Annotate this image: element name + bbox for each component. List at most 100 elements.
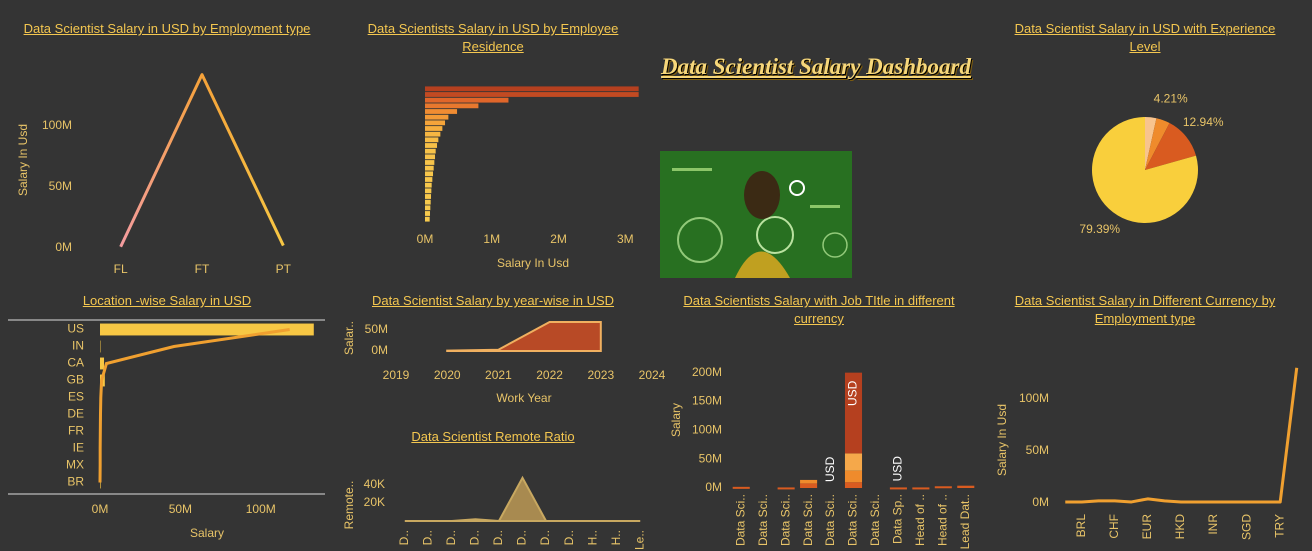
annotation: USD	[891, 456, 905, 482]
bar	[425, 177, 433, 182]
data-label: 79.39%	[1079, 222, 1120, 236]
x-tick-label: FT	[195, 262, 210, 276]
chart-title: Data Scientist Salary in USD with Experi…	[1014, 21, 1276, 54]
x-tick-label: Le..	[632, 530, 646, 550]
x-tick-label: D..	[562, 530, 576, 545]
y-axis-label: Salar..	[342, 321, 356, 355]
y-tick-label: 200M	[692, 365, 722, 379]
x-tick-label: Data Sci..	[778, 494, 792, 546]
y-tick-label: CA	[67, 356, 84, 370]
x-axis-label: Salary In Usd	[497, 256, 569, 270]
bar	[425, 194, 432, 199]
dashboard-title: Data Scientist Salary Dashboard	[661, 54, 971, 79]
x-tick-label: Lead Dat..	[958, 494, 972, 549]
y-axis-label: Remote..	[342, 481, 356, 530]
x-tick-label: 2M	[550, 232, 567, 246]
bar	[425, 182, 432, 188]
line	[98, 328, 290, 483]
bar-segment	[957, 485, 975, 488]
x-tick-label: PT	[276, 262, 292, 276]
bar	[425, 120, 446, 126]
y-tick-label: 20K	[364, 495, 385, 509]
x-tick-label: Data Sci..	[823, 494, 837, 546]
bar	[425, 114, 449, 120]
y-tick-label: 50M	[365, 322, 388, 336]
hero-image	[660, 151, 852, 278]
x-tick-label: 50M	[169, 502, 192, 516]
x-tick-label: 1M	[483, 232, 500, 246]
y-tick-label: 100M	[692, 422, 722, 436]
bar	[425, 143, 438, 148]
bar-segment	[732, 486, 750, 489]
y-tick-label: FR	[68, 424, 84, 438]
x-tick-label: Data Sci..	[756, 494, 770, 546]
bar	[425, 126, 443, 131]
x-tick-label: BRL	[1074, 514, 1088, 538]
x-axis-label: Salary	[190, 526, 224, 540]
bar	[425, 160, 435, 165]
x-tick-label: FL	[114, 262, 128, 276]
x-tick-label: Head of ..	[935, 494, 949, 546]
bar-segment	[912, 487, 930, 490]
pie-slice	[1145, 123, 1196, 170]
x-tick-label: Head of ..	[913, 494, 927, 546]
bar	[425, 137, 439, 143]
y-tick-label: US	[67, 322, 84, 336]
pie-slice	[1145, 117, 1157, 170]
x-tick-label: 2021	[485, 368, 512, 382]
x-tick-label: HKD	[1173, 514, 1187, 540]
chart-title: Location -wise Salary in USD	[82, 293, 252, 308]
bar	[425, 165, 434, 171]
y-tick-label: 40K	[364, 477, 385, 491]
x-tick-label: H..	[609, 530, 623, 545]
x-tick-label: D..	[468, 530, 482, 545]
x-tick-label: Data Sci..	[868, 494, 882, 546]
x-tick-label: D..	[444, 530, 458, 545]
y-tick-label: IN	[72, 339, 84, 353]
bar	[425, 92, 639, 97]
x-tick-label: 2022	[536, 368, 563, 382]
y-tick-label: MX	[66, 458, 84, 472]
x-tick-label: D..	[515, 530, 529, 545]
area	[404, 475, 641, 523]
x-tick-label: 0M	[417, 232, 434, 246]
x-tick-label: INR	[1206, 514, 1220, 535]
bar	[425, 86, 639, 92]
bar	[425, 109, 458, 114]
x-tick-label: 2024	[639, 368, 666, 382]
bar	[100, 323, 314, 336]
bar	[425, 205, 431, 211]
x-tick-label: EUR	[1140, 514, 1154, 540]
bar	[425, 148, 436, 154]
y-tick-label: BR	[67, 475, 84, 489]
bar	[425, 97, 509, 103]
y-tick-label: 100M	[1019, 391, 1049, 405]
x-tick-label: D..	[397, 530, 411, 545]
y-tick-label: GB	[67, 373, 84, 387]
bar	[425, 154, 436, 160]
x-tick-label: Data Sci..	[801, 494, 815, 546]
bar	[425, 103, 479, 109]
annotation: USD	[823, 456, 837, 482]
bar-segment	[777, 487, 795, 490]
bar-segment	[844, 470, 863, 483]
bar	[425, 131, 441, 137]
pie-slice	[1092, 117, 1198, 223]
bar	[425, 188, 432, 194]
data-label: 4.21%	[1154, 92, 1188, 106]
chart-title: Data Scientist Salary in Different Curre…	[1014, 293, 1276, 326]
y-axis-label: Salary In Usd	[16, 124, 30, 196]
y-tick-label: 0M	[371, 343, 388, 357]
x-tick-label: D..	[491, 530, 505, 545]
y-tick-label: ES	[68, 390, 84, 404]
y-tick-label: 150M	[692, 394, 722, 408]
x-tick-label: 100M	[246, 502, 276, 516]
area	[446, 321, 602, 352]
pie-slice	[1145, 118, 1170, 170]
chart-title: Data Scientist Salary by year-wise in US…	[371, 293, 615, 308]
y-tick-label: 50M	[1026, 443, 1049, 457]
chart-title: Data Scientists Salary with Job TItle in…	[683, 293, 955, 326]
bar-segment	[934, 486, 952, 489]
